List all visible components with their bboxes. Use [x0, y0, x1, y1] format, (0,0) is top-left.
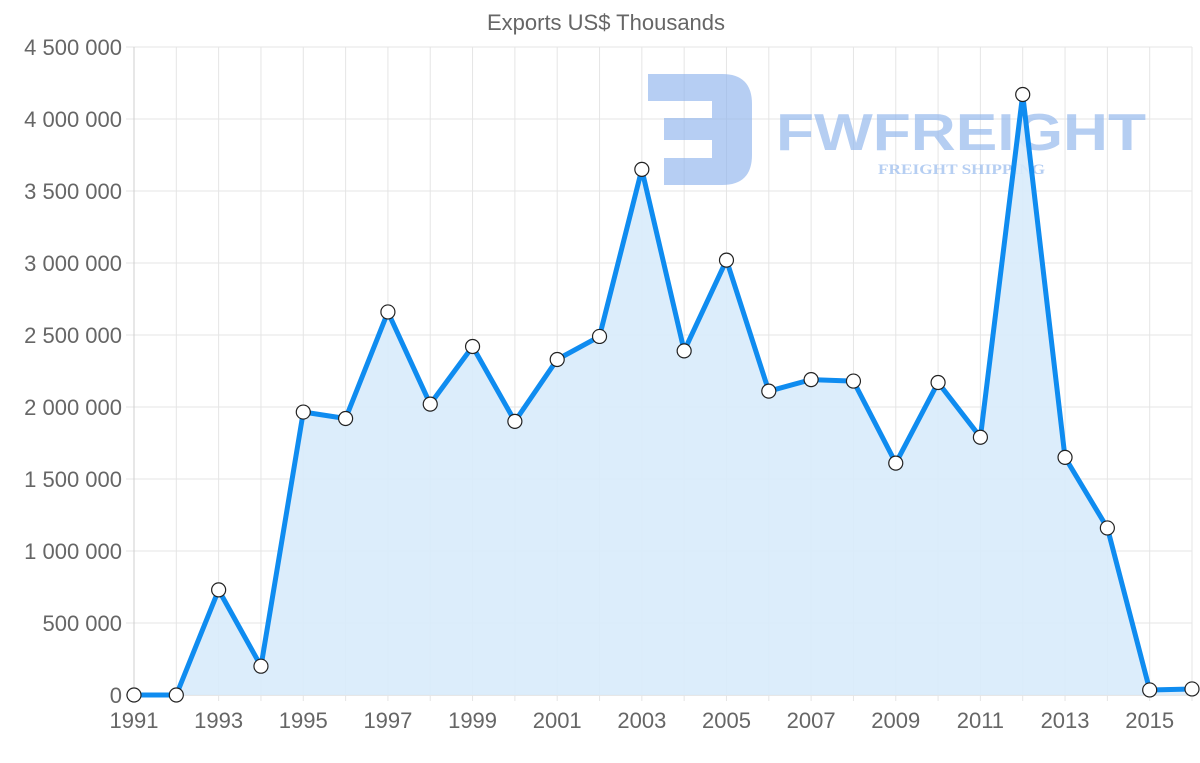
x-tick-label: 1991 [110, 708, 159, 733]
x-tick-label: 2005 [702, 708, 751, 733]
data-point[interactable] [634, 161, 650, 177]
x-tick-label: 2003 [617, 708, 666, 733]
x-tick-label: 2013 [1041, 708, 1090, 733]
y-tick-label: 3 500 000 [24, 179, 122, 204]
data-point[interactable] [464, 338, 481, 355]
x-tick-label: 2009 [871, 708, 920, 733]
y-tick-label: 2 000 000 [24, 395, 122, 420]
y-tick-label: 0 [110, 683, 122, 708]
data-point[interactable] [1099, 520, 1115, 536]
data-point[interactable] [1184, 681, 1200, 697]
y-axis-ticks: 0 500 000 1 000 000 1 500 000 2 000 000 2 500… [24, 35, 122, 708]
data-point[interactable] [888, 455, 904, 471]
data-point[interactable] [972, 429, 989, 445]
y-tick-label: 500 000 [42, 611, 122, 636]
x-axis-ticks: 1991 1993 1995 1997 1999 2001 2003 2005 2007 2009… [110, 708, 1175, 733]
watermark-brand: FWFREIGHT [776, 104, 1146, 162]
y-tick-label: 4 000 000 [24, 107, 122, 132]
data-point[interactable] [930, 374, 946, 391]
y-tick-label: 1 000 000 [24, 539, 122, 564]
y-tick-label: 3 000 000 [24, 251, 122, 276]
data-point[interactable] [507, 413, 523, 429]
y-tick-label: 4 500 000 [24, 35, 122, 60]
x-tick-label: 1999 [448, 708, 497, 733]
data-point[interactable] [253, 658, 269, 674]
x-tick-label: 1995 [279, 708, 328, 733]
fwfreight-logo-icon [648, 74, 752, 185]
data-point[interactable] [211, 582, 227, 598]
data-point[interactable] [549, 351, 565, 368]
data-point[interactable] [295, 404, 311, 420]
chart-title: Exports US$ Thousands [487, 10, 725, 35]
data-point[interactable] [761, 383, 777, 399]
data-point[interactable] [803, 372, 819, 388]
data-point[interactable] [1142, 682, 1158, 698]
data-points [126, 86, 1200, 703]
data-point[interactable] [126, 687, 142, 703]
y-tick-label: 2 500 000 [24, 323, 122, 348]
x-tick-label: 1997 [363, 708, 412, 733]
data-point[interactable] [676, 343, 692, 359]
data-point[interactable] [422, 396, 438, 412]
fwfreight-watermark: FWFREIGHT FREIGHT SHIPPING [648, 74, 1146, 185]
data-point[interactable] [845, 373, 862, 389]
area-fill [134, 94, 1192, 695]
data-point[interactable] [168, 687, 184, 703]
data-point[interactable] [338, 410, 354, 427]
watermark-tagline: FREIGHT SHIPPING [878, 162, 1045, 178]
data-point[interactable] [1057, 449, 1073, 465]
x-tick-label: 1993 [194, 708, 243, 733]
x-tick-label: 2007 [787, 708, 836, 733]
x-tick-label: 2015 [1125, 708, 1174, 733]
data-point[interactable] [591, 328, 608, 345]
data-point[interactable] [380, 304, 396, 320]
y-tick-label: 1 500 000 [24, 467, 122, 492]
x-tick-label: 2011 [957, 708, 1004, 733]
data-point[interactable] [1015, 86, 1031, 103]
data-point[interactable] [718, 252, 735, 268]
x-tick-label: 2001 [533, 708, 582, 733]
